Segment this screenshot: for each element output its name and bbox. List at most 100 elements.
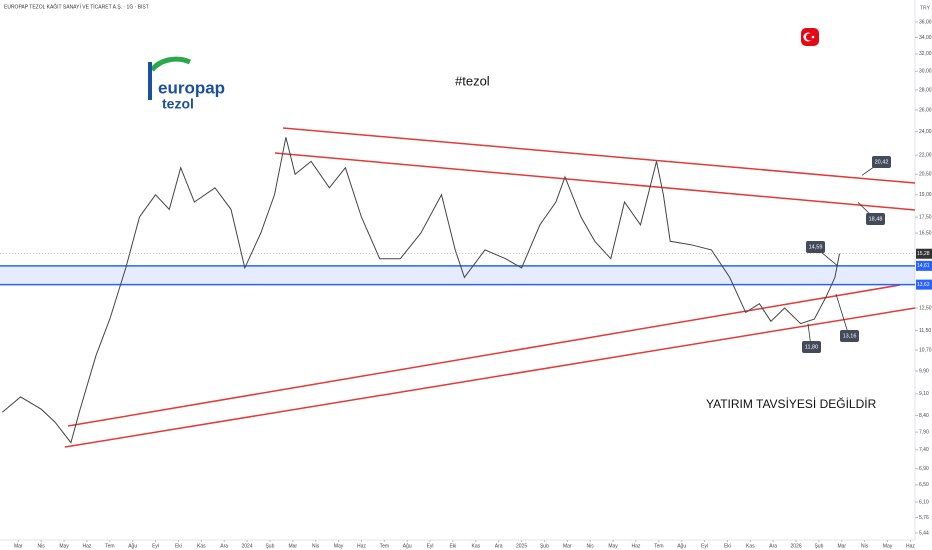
x-tick-label: Tem	[654, 543, 663, 549]
y-tick-label: 28,00	[919, 87, 932, 93]
last-price-bg	[916, 248, 932, 259]
x-tick-label: Mar	[563, 543, 572, 549]
x-tick-label: Ara	[220, 543, 228, 549]
callout-label: 18,48	[869, 216, 883, 222]
callout-box	[802, 341, 821, 353]
callout-label: 13,16	[843, 333, 857, 339]
trend-lines	[64, 127, 916, 448]
last-price-label: 15,28	[917, 251, 930, 257]
trend-line	[67, 284, 901, 427]
callout-label: 20,42	[875, 159, 889, 165]
y-tick-label: 6,50	[919, 482, 929, 488]
callout-box	[866, 213, 885, 225]
x-tick-label: Ağu	[677, 543, 686, 549]
y-tick-label: 6,10	[919, 499, 929, 505]
y-tick-label: 19,00	[919, 192, 932, 198]
x-tick-label: Haz	[906, 543, 915, 549]
y-tick-label: 11,50	[919, 328, 931, 334]
y-tick-label: 8,40	[919, 413, 929, 419]
level-label-bg	[916, 279, 932, 290]
callout-label: 14,59	[809, 244, 823, 250]
x-tick-label: Eyl	[152, 543, 159, 549]
y-tick-label: 30,00	[919, 69, 932, 75]
x-tick-label: Tem	[105, 543, 114, 549]
x-tick-label: Eki	[175, 543, 182, 549]
x-tick-label: Şub	[265, 543, 274, 549]
x-tick-label: Mar	[837, 543, 846, 549]
x-tick-label: Haz	[357, 543, 366, 549]
x-tick-label: Kas	[471, 543, 480, 549]
x-tick-label: Haz	[82, 543, 91, 549]
y-tick-label: 5,76	[919, 515, 929, 521]
trend-line	[274, 152, 916, 211]
y-tick-label: 7,90	[919, 429, 929, 435]
x-tick-label: Şub	[814, 543, 823, 549]
x-tick-label: Ağu	[403, 543, 412, 549]
hashtag: #tezol	[455, 73, 490, 88]
x-tick-label: Eki	[449, 543, 456, 549]
logo-arc	[149, 56, 192, 72]
flag-crescent	[805, 33, 814, 41]
callout-box	[840, 330, 859, 342]
logo: europap tezol	[148, 56, 225, 112]
x-tick-label: May	[334, 543, 344, 549]
level-band	[0, 265, 915, 285]
y-tick-label: 17,50	[919, 214, 932, 220]
y-tick-label: 22,00	[919, 152, 932, 158]
x-tick-label: Nis	[587, 543, 595, 549]
x-tick-label: Eki	[724, 543, 731, 549]
chart-title: EUROPAP TEZOL KAĞIT SANAYİ VE TİCARET A.…	[4, 3, 149, 10]
logo-text: tezol	[162, 96, 194, 112]
x-tick-label: May	[883, 543, 893, 549]
x-tick-label: Şub	[540, 543, 549, 549]
y-tick-label: 9,90	[919, 368, 929, 374]
disclaimer: YATIRIM TAVSİYESİ DEĞİLDİR	[706, 396, 877, 411]
currency: TRY	[920, 5, 931, 11]
x-tick-label: Mar	[14, 543, 23, 549]
y-tick-label: 10,70	[919, 347, 932, 353]
callout-box	[806, 241, 825, 253]
y-tick-label: 20,50	[919, 172, 932, 178]
x-tick-label: Nis	[38, 543, 46, 549]
callout-pointer	[835, 294, 850, 337]
y-tick-label: 7,40	[919, 447, 929, 453]
trend-line	[282, 127, 916, 184]
y-tick-label: 34,00	[919, 35, 932, 41]
level-label-bg	[916, 260, 932, 271]
x-tick-label: Nis	[861, 543, 869, 549]
y-tick-label: 26,00	[919, 107, 932, 113]
flag-star	[811, 35, 815, 39]
callout-label: 11,80	[805, 344, 818, 350]
x-tick-label: Ara	[495, 543, 503, 549]
x-tick-label: Ara	[769, 543, 777, 549]
x-tick-label: Mar	[288, 543, 297, 549]
x-tick-label: May	[608, 543, 618, 549]
x-tick-label: Eyl	[701, 543, 708, 549]
callout-box	[872, 156, 891, 168]
x-tick-label: Nis	[312, 543, 320, 549]
y-tick-label: 36,00	[919, 19, 932, 25]
y-tick-label: 24,00	[919, 129, 932, 135]
price-line	[1, 137, 840, 444]
flag	[801, 28, 819, 46]
x-tick-label: 2024	[241, 543, 252, 549]
x-tick-label: May	[59, 543, 69, 549]
x-tick-label: Haz	[631, 543, 640, 549]
x-tick-label: Ağu	[128, 543, 137, 549]
x-tick-label: 2026	[790, 543, 801, 549]
y-tick-label: 9,10	[919, 391, 929, 397]
x-tick-label: Kas	[746, 543, 755, 549]
y-tick-label: 5,44	[919, 530, 929, 536]
y-tick-label: 6,90	[919, 466, 929, 472]
x-tick-label: Tem	[380, 543, 389, 549]
y-tick-label: 16,50	[919, 230, 932, 236]
logo-text: europap	[158, 78, 225, 97]
x-tick-label: Kas	[197, 543, 206, 549]
level-label: 13,63	[917, 282, 930, 288]
y-tick-label: 32,00	[919, 51, 932, 57]
x-tick-label: 2025	[516, 543, 527, 549]
x-tick-label: Eyl	[427, 543, 434, 549]
level-label: 14,61	[917, 263, 930, 269]
y-tick-label: 12,50	[919, 305, 932, 311]
